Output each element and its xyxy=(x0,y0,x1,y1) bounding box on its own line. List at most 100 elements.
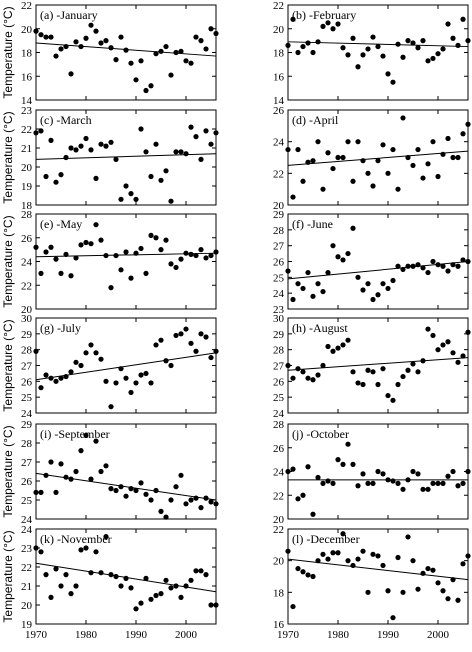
panel-title: (l) -December xyxy=(292,532,360,546)
data-point xyxy=(88,241,94,247)
panel-title: (a) -January xyxy=(40,8,98,22)
data-point xyxy=(208,602,214,608)
data-point xyxy=(440,588,446,594)
data-point xyxy=(128,585,134,591)
data-point xyxy=(128,275,134,281)
trend-line xyxy=(287,357,469,371)
data-point xyxy=(420,175,426,181)
y-tick-label: 22 xyxy=(21,562,32,574)
data-point xyxy=(305,464,311,470)
x-tick-label: 2000 xyxy=(427,629,450,641)
data-point xyxy=(143,491,149,497)
data-point xyxy=(103,252,109,259)
data-point xyxy=(188,124,194,130)
data-point xyxy=(410,361,416,367)
panel-title: (e) -May xyxy=(40,217,82,231)
data-point xyxy=(203,46,209,52)
data-point xyxy=(43,34,49,40)
data-point xyxy=(148,596,154,602)
data-point xyxy=(430,258,436,265)
data-point xyxy=(325,20,331,26)
y-tick-label: 27 xyxy=(273,361,285,373)
data-point xyxy=(385,477,391,483)
data-point xyxy=(395,480,401,486)
data-point xyxy=(365,480,371,486)
data-point xyxy=(48,244,54,250)
data-point xyxy=(63,474,69,480)
data-point xyxy=(123,575,129,582)
data-point xyxy=(73,359,79,365)
data-point xyxy=(73,255,79,261)
data-point xyxy=(375,43,381,50)
y-tick-label: 29 xyxy=(21,329,33,341)
data-point xyxy=(295,496,301,502)
data-point xyxy=(118,484,124,490)
data-point xyxy=(123,493,129,499)
data-point xyxy=(435,262,441,268)
data-point xyxy=(78,143,84,149)
y-tick-label: 26 xyxy=(273,257,285,269)
data-point xyxy=(350,369,356,375)
data-point xyxy=(305,375,311,381)
data-point xyxy=(93,175,99,181)
data-point xyxy=(88,342,94,348)
data-point xyxy=(405,477,411,483)
data-point xyxy=(33,28,39,34)
data-point xyxy=(193,252,199,259)
data-point xyxy=(370,183,376,189)
data-point xyxy=(295,281,301,287)
data-point xyxy=(78,242,84,248)
data-point xyxy=(83,35,89,41)
data-point xyxy=(133,250,139,256)
data-point xyxy=(143,149,149,155)
data-point xyxy=(340,154,346,161)
data-point xyxy=(365,170,371,176)
data-point xyxy=(53,489,59,495)
data-point xyxy=(73,468,79,475)
data-point xyxy=(38,32,44,38)
data-point xyxy=(83,545,89,551)
data-point xyxy=(183,250,189,256)
data-point xyxy=(198,331,204,337)
data-point xyxy=(178,472,184,478)
y-tick-label: 24 xyxy=(273,408,285,420)
panel-1: 14 16 18 20 22 (a) -January Temperature (°C) xyxy=(1,0,219,107)
data-point xyxy=(435,480,441,486)
data-point xyxy=(465,553,471,559)
data-point xyxy=(460,257,466,263)
data-point xyxy=(385,392,391,399)
data-point xyxy=(465,38,471,44)
y-tick-label: 16 xyxy=(273,619,285,631)
data-point xyxy=(310,293,316,299)
data-point xyxy=(395,554,401,561)
data-point xyxy=(48,375,54,381)
data-point xyxy=(330,243,336,249)
data-point xyxy=(203,128,209,134)
data-point xyxy=(158,48,164,54)
y-tick-label: 20 xyxy=(21,600,33,612)
data-point xyxy=(178,48,184,54)
data-point xyxy=(450,468,456,475)
data-point xyxy=(63,43,69,50)
data-point xyxy=(395,186,401,192)
data-point xyxy=(53,566,59,572)
data-point xyxy=(460,16,466,22)
y-tick-label: 25 xyxy=(273,392,285,404)
data-point xyxy=(335,21,341,27)
data-point xyxy=(113,156,119,162)
data-point xyxy=(320,288,326,295)
y-tick-label: 18 xyxy=(273,587,285,599)
data-point xyxy=(103,378,109,384)
y-tick-label: 22 xyxy=(273,524,284,536)
data-point xyxy=(163,237,169,243)
data-point xyxy=(360,381,366,388)
data-point xyxy=(335,154,341,161)
data-point xyxy=(360,287,366,293)
data-point xyxy=(58,46,64,52)
data-point xyxy=(158,177,164,183)
data-point xyxy=(420,38,426,44)
y-tick-label: 27 xyxy=(21,361,33,373)
data-point xyxy=(365,367,371,373)
data-point xyxy=(350,225,356,231)
panel-8: 24 25 26 27 28 29 30 (h) -August xyxy=(273,313,471,420)
